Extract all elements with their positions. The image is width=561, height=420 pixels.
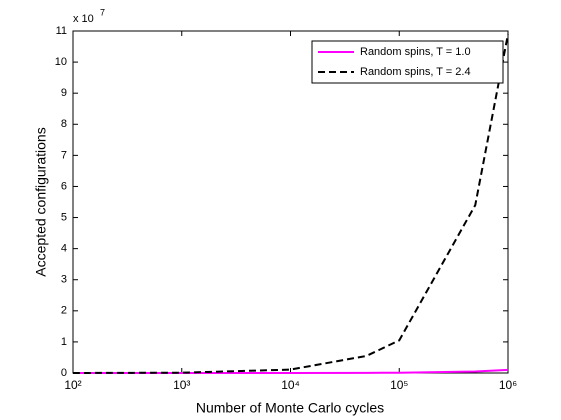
y-tick-label: 5 <box>61 211 67 223</box>
y-tick-label: 1 <box>61 336 67 348</box>
y-multiplier-exponent: 7 <box>100 7 105 17</box>
x-tick-label: 10⁴ <box>281 378 300 392</box>
legend-label: Random spins, T = 1.0 <box>360 46 471 58</box>
series-line <box>72 33 509 374</box>
plot-area <box>72 30 509 374</box>
y-tick-label: 3 <box>61 274 67 286</box>
legend-box <box>311 40 504 84</box>
y-tick-label: 7 <box>61 149 67 161</box>
x-tick-label: 10³ <box>173 378 190 392</box>
x-tick-label: 10⁵ <box>390 378 408 392</box>
y-tick-label: 11 <box>56 25 67 37</box>
series-line <box>72 368 509 374</box>
x-axis-label: Number of Monte Carlo cycles <box>196 400 384 416</box>
y-tick-label: 4 <box>61 243 67 255</box>
x-tick-label: 10⁶ <box>499 378 517 392</box>
x-tick-label: 10² <box>64 378 81 392</box>
y-tick-label: 2 <box>61 305 67 317</box>
y-tick-label: 6 <box>61 180 67 192</box>
legend-label: Random spins, T = 2.4 <box>360 66 471 78</box>
y-axis-label: Accepted configurations <box>33 127 49 276</box>
y-tick-label: 9 <box>61 87 67 99</box>
y-tick-label: 10 <box>55 56 67 68</box>
y-multiplier: x 10 <box>73 13 94 25</box>
y-tick-label: 0 <box>61 367 67 379</box>
y-tick-label: 8 <box>61 118 67 130</box>
